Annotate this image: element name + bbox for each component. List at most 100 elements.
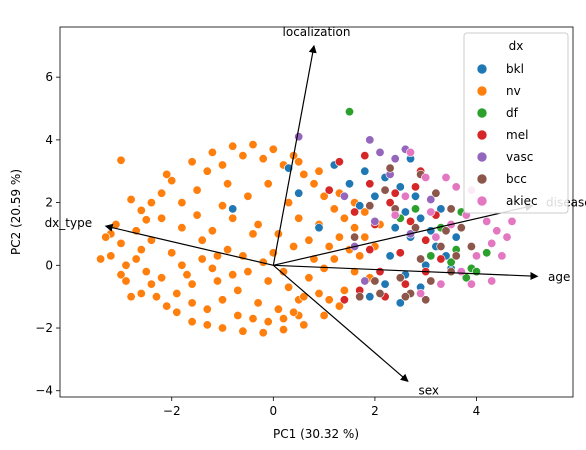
point-nv	[233, 285, 243, 295]
point-nv	[162, 301, 172, 311]
point-df	[426, 251, 436, 261]
point-akiec	[416, 288, 426, 298]
point-bkl	[355, 201, 365, 211]
x-axis-title: PC1 (30.32 %)	[273, 427, 359, 441]
point-nv	[268, 144, 278, 154]
point-bcc	[400, 292, 410, 302]
point-mel	[365, 245, 375, 255]
point-nv	[106, 251, 116, 261]
point-bkl	[360, 166, 370, 176]
point-nv	[207, 147, 217, 157]
point-nv	[304, 273, 314, 283]
point-nv	[360, 207, 370, 217]
loading-label-sex: sex	[419, 384, 440, 398]
legend-marker-bcc	[476, 173, 488, 185]
point-nv	[213, 276, 223, 286]
point-nv	[172, 307, 182, 317]
y-tick-label: 0	[45, 258, 53, 272]
point-nv	[273, 304, 283, 314]
legend-label-vasc: vasc	[506, 150, 533, 164]
y-tick-label: −2	[35, 321, 53, 335]
point-mel	[375, 267, 385, 277]
point-nv	[146, 198, 156, 208]
point-akiec	[400, 191, 410, 201]
point-nv	[187, 279, 197, 289]
point-bkl	[385, 251, 395, 261]
plot-frame	[59, 26, 574, 398]
point-akiec	[497, 251, 507, 261]
legend-title: dx	[509, 39, 524, 53]
point-nv	[314, 166, 324, 176]
point-akiec	[492, 226, 502, 236]
legend-label-akiec: akiec	[506, 194, 538, 208]
point-vasc	[294, 132, 304, 142]
point-nv	[96, 254, 106, 264]
legend-label-bcc: bcc	[506, 172, 527, 186]
point-nv	[146, 279, 156, 289]
point-nv	[350, 267, 360, 277]
point-nv	[263, 276, 273, 286]
point-nv	[197, 235, 207, 245]
point-df	[344, 107, 354, 117]
point-nv	[223, 245, 233, 255]
point-df	[482, 248, 492, 258]
point-nv	[278, 267, 288, 277]
point-nv	[263, 179, 273, 189]
point-bkl	[365, 292, 375, 302]
point-nv	[299, 292, 309, 302]
point-nv	[126, 292, 136, 302]
point-mel	[334, 157, 344, 167]
point-nv	[207, 263, 217, 273]
point-nv	[314, 288, 324, 298]
point-bkl	[400, 207, 410, 217]
point-nv	[319, 263, 329, 273]
point-bkl	[370, 191, 380, 201]
point-bkl	[436, 204, 446, 214]
point-bcc	[441, 226, 451, 236]
point-bkl	[380, 279, 390, 289]
point-akiec	[421, 173, 431, 183]
point-nv	[162, 169, 172, 179]
legend: dx bkl nv df mel vasc bcc akiec	[463, 32, 569, 214]
point-nv	[116, 238, 126, 248]
point-nv	[182, 270, 192, 280]
point-akiec	[456, 267, 466, 277]
point-nv	[299, 320, 309, 330]
point-bkl	[410, 191, 420, 201]
point-nv	[141, 267, 151, 277]
point-nv	[197, 254, 207, 264]
point-nv	[248, 314, 258, 324]
point-akiec	[451, 182, 461, 192]
loading-arrow-dx_type	[104, 223, 274, 266]
point-bcc	[446, 204, 456, 214]
point-bkl	[395, 182, 405, 192]
point-akiec	[502, 232, 512, 242]
point-nv	[177, 223, 187, 233]
point-nv	[278, 314, 288, 324]
point-mel	[324, 185, 334, 195]
point-akiec	[436, 279, 446, 289]
x-tick-label: 4	[473, 404, 481, 418]
loading-label-dx_type: dx_type	[45, 216, 93, 230]
point-nv	[294, 213, 304, 223]
point-nv	[278, 325, 288, 335]
point-mel	[395, 248, 405, 258]
point-mel	[365, 179, 375, 189]
point-nv	[248, 140, 258, 150]
point-nv	[339, 285, 349, 295]
point-bcc	[380, 185, 390, 195]
point-nv	[329, 254, 339, 264]
point-mel	[385, 198, 395, 208]
point-bcc	[466, 242, 476, 252]
point-nv	[136, 288, 146, 298]
point-bkl	[294, 188, 304, 198]
point-nv	[233, 310, 243, 320]
point-nv	[238, 151, 248, 161]
point-nv	[228, 141, 238, 151]
point-nv	[243, 267, 253, 277]
legend-box	[463, 32, 569, 214]
y-tick-label: 6	[45, 70, 53, 84]
point-nv	[207, 226, 217, 236]
point-vasc	[365, 135, 375, 145]
point-nv	[253, 220, 263, 230]
